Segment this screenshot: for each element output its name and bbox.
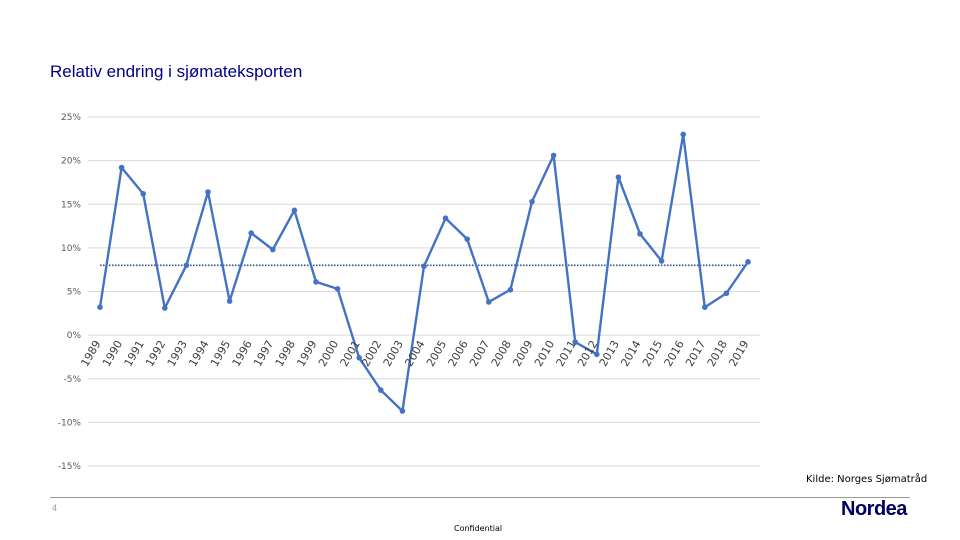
x-tick-label: 2000 [316,338,341,369]
y-tick-label: 10% [61,244,81,254]
data-point-1994 [205,189,211,195]
data-point-2013 [615,174,622,181]
x-tick-label: 1997 [251,338,276,369]
x-tick-label: 2005 [424,338,449,369]
data-point-1993 [183,262,190,269]
x-tick-label: 2017 [683,338,708,369]
y-tick-label: 20% [61,157,81,167]
y-tick-label: -5% [63,375,81,385]
x-tick-label: 2003 [381,338,406,369]
data-point-2018 [723,290,730,297]
data-point-1995 [226,298,233,304]
page-number: 4 [52,503,58,513]
x-axis-tick-labels: 1989199019911992199319941995199619971998… [78,338,751,369]
x-tick-label: 1999 [294,338,319,369]
y-tick-label: -10% [58,418,82,428]
data-point-1990 [118,164,125,171]
y-tick-label: -15% [58,462,82,472]
data-point-1998 [291,207,298,214]
data-point-2015 [658,258,665,264]
x-tick-label: 1992 [143,338,168,369]
data-point-2017 [702,304,708,311]
series-group [97,131,751,414]
x-tick-label: 2015 [640,338,665,369]
data-point-1992 [162,305,168,311]
x-tick-label: 1993 [165,338,190,369]
data-point-2005 [442,215,449,222]
data-point-2010 [550,152,557,159]
y-tick-label: 0% [67,331,82,341]
x-tick-label: 2011 [554,338,579,369]
x-tick-label: 2004 [402,338,427,369]
x-tick-label: 2008 [489,338,514,369]
x-tick-label: 2018 [705,338,730,369]
x-tick-label: 1991 [122,338,147,369]
data-point-2009 [529,198,535,205]
x-tick-label: 2019 [726,338,751,369]
data-point-1999 [313,279,319,285]
data-point-2014 [637,231,643,237]
y-axis-tick-labels: 25% 20% 15% 10% 5% 0% -5% -10% -15% [58,113,82,472]
data-point-1997 [270,246,276,253]
x-tick-label: 2006 [446,338,471,369]
x-tick-label: 2014 [618,338,643,369]
data-point-2011 [572,339,578,345]
nordea-logo: Nordea [841,498,907,520]
data-point-1996 [248,230,254,236]
data-point-2016 [680,131,686,138]
x-tick-label: 1996 [230,338,255,369]
x-tick-label: 2002 [359,338,384,369]
x-tick-label: 1989 [78,338,103,369]
slide-title: Relativ endring i sjømateksporten [50,62,303,81]
x-tick-label: 1990 [100,338,125,369]
x-tick-label: 1994 [186,338,211,369]
data-point-1989 [97,304,103,311]
x-tick-label: 1995 [208,338,233,369]
data-point-2002 [378,387,384,393]
x-tick-label: 2009 [510,338,535,369]
x-tick-label: 1998 [273,338,298,369]
x-tick-label: 2016 [662,338,687,369]
x-tick-label: 2013 [597,338,622,369]
x-tick-label: 2007 [467,338,492,369]
data-point-2007 [486,299,492,305]
data-point-2004 [421,263,427,269]
y-tick-label: 5% [67,288,82,298]
footer-divider [50,497,910,498]
y-tick-label: 15% [61,200,81,210]
data-point-2000 [334,286,341,292]
source-note: Kilde: Norges Sjømatråd [806,474,928,485]
data-point-2012 [594,351,600,358]
data-point-2008 [507,286,514,293]
data-point-2001 [356,355,363,361]
x-tick-label: 2010 [532,338,557,369]
confidential-label: Confidential [454,524,503,533]
data-point-2003 [399,408,406,414]
chart-gridlines [88,116,760,467]
data-point-1991 [140,190,146,197]
data-point-2006 [464,236,471,242]
y-tick-label: 25% [61,113,81,123]
data-point-2019 [745,259,751,265]
